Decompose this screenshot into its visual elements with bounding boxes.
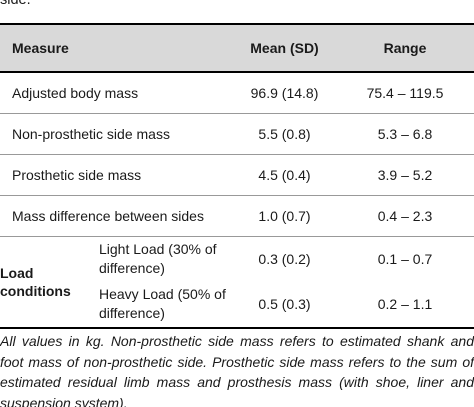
table-notes: All values in kg. Non-prosthetic side ma…: [0, 333, 474, 407]
heavy-load-label: Heavy Load (50% of difference): [99, 281, 233, 329]
sub-label-line2: difference): [99, 305, 165, 321]
range-cell: 3.9 – 5.2: [336, 154, 474, 196]
mean-cell: 4.5 (0.4): [233, 154, 336, 196]
header-measure: Measure: [0, 23, 233, 73]
table-header-row: Measure Mean (SD) Range: [0, 23, 474, 73]
range-cell: 0.2 – 1.1: [336, 281, 474, 329]
range-cell: 0.1 – 0.7: [377, 251, 433, 267]
load-label-line2: conditions: [0, 282, 71, 299]
table-row-light-load: Load conditions Light Load (30% of diffe…: [0, 236, 474, 329]
mean-cell: 0.3 (0.2): [258, 251, 311, 267]
measure-cell: Non-prosthetic side mass: [0, 113, 233, 155]
table-row: Non-prosthetic side mass 5.5 (0.8) 5.3 –…: [0, 113, 474, 155]
range-cell: 0.4 – 2.3: [336, 195, 474, 237]
sub-label-line1: Light Load (30% of: [99, 241, 217, 257]
data-table: Measure Mean (SD) Range Adjusted body ma…: [0, 23, 474, 329]
table-row: Mass difference between sides 1.0 (0.7) …: [0, 195, 474, 237]
mean-cell: 96.9 (14.8): [233, 72, 336, 114]
table-row: Adjusted body mass 96.9 (14.8) 75.4 – 11…: [0, 72, 474, 114]
header-range: Range: [336, 23, 474, 73]
table-row: Prosthetic side mass 4.5 (0.4) 3.9 – 5.2: [0, 154, 474, 196]
mean-cell: 1.0 (0.7): [233, 195, 336, 237]
sub-label-line2: difference): [99, 260, 165, 276]
header-mean: Mean (SD): [233, 23, 336, 73]
table-row-heavy-load: Heavy Load (50% of difference) 0.5 (0.3)…: [0, 281, 474, 329]
range-cell: 5.3 – 6.8: [336, 113, 474, 155]
measure-cell: Adjusted body mass: [0, 72, 233, 114]
load-label-line1: Load: [0, 264, 34, 281]
sub-label-line1: Heavy Load (50% of: [99, 286, 226, 302]
range-cell: 75.4 – 119.5: [336, 72, 474, 114]
measure-cell: Mass difference between sides: [0, 195, 233, 237]
light-load-label: Light Load (30% of difference): [99, 236, 233, 282]
load-conditions-label: Load conditions: [0, 236, 99, 329]
measure-cell: Prosthetic side mass: [0, 154, 233, 196]
mean-cell: 5.5 (0.8): [233, 113, 336, 155]
mean-cell: 0.5 (0.3): [233, 281, 336, 329]
caption-fragment: side.: [0, 0, 31, 8]
